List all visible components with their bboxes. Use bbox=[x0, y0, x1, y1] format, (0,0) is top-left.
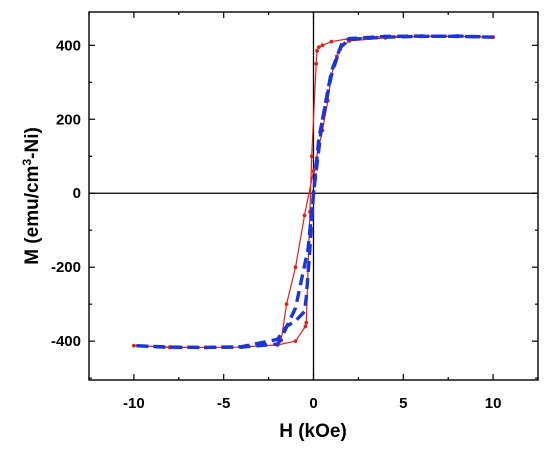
data-point bbox=[314, 61, 319, 66]
y-tick-label: 200 bbox=[56, 111, 81, 128]
data-point bbox=[329, 39, 334, 44]
data-point bbox=[315, 48, 319, 53]
y-axis-title-main: M (emu/cm bbox=[22, 166, 43, 265]
axis-ticks: -10 -5 0 5 10 -400 -200 0 200 400 bbox=[51, 12, 539, 412]
data-point bbox=[132, 343, 136, 348]
data-point bbox=[293, 265, 298, 270]
data-point bbox=[284, 302, 289, 307]
data-point bbox=[309, 154, 314, 159]
y-axis-title-tail: -Ni) bbox=[22, 127, 43, 159]
x-axis-title: H (kOe) bbox=[279, 421, 347, 442]
y-axis-title-superscript: 3 bbox=[20, 159, 34, 166]
y-tick-label: 0 bbox=[73, 185, 81, 202]
series-dashed-line bbox=[132, 34, 494, 350]
data-point bbox=[293, 339, 298, 344]
data-point bbox=[303, 324, 308, 329]
x-tick-label: 10 bbox=[485, 395, 502, 412]
y-tick-label: 400 bbox=[56, 37, 81, 54]
data-point bbox=[304, 320, 309, 325]
data-series bbox=[132, 34, 495, 350]
x-tick-label: -10 bbox=[123, 395, 145, 412]
x-tick-label: 0 bbox=[309, 395, 317, 412]
data-point bbox=[302, 213, 307, 218]
y-tick-label: -200 bbox=[51, 259, 81, 276]
data-point bbox=[311, 169, 316, 173]
y-tick-label: -400 bbox=[51, 333, 81, 350]
x-tick-label: 5 bbox=[399, 395, 407, 412]
data-point bbox=[320, 43, 325, 48]
data-point bbox=[316, 45, 321, 50]
y-axis-title: M (emu/cm3-Ni) bbox=[20, 127, 43, 265]
x-tick-label: -5 bbox=[217, 395, 230, 412]
